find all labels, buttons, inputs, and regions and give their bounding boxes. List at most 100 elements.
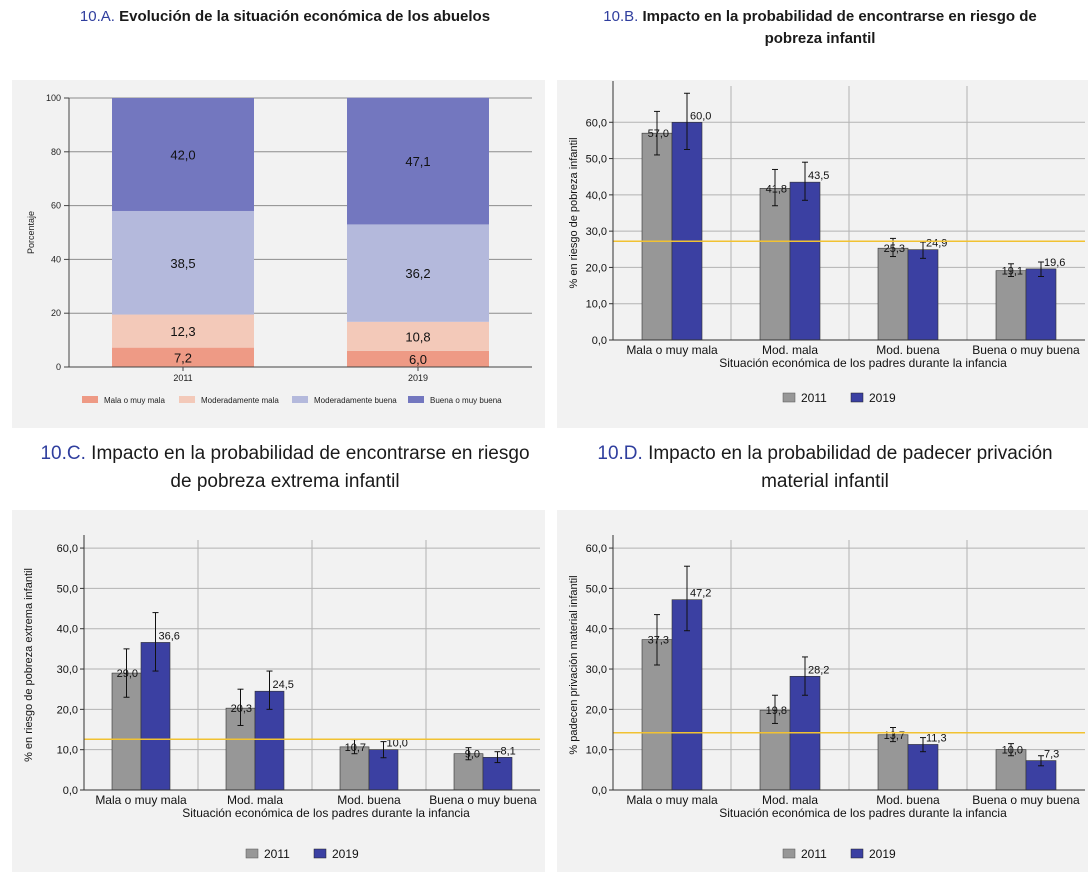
stack-segment: [347, 350, 489, 367]
y-tick-label: 20: [51, 308, 61, 318]
chart-d: 0,0 10,0 20,0 30,0 40,0 50,0 60,0 37,3 47,2 Mala …: [557, 510, 1088, 872]
panel-b-title: 10.B. Impacto en la probabilidad de enco…: [580, 6, 1060, 50]
stack-segment: [347, 321, 489, 351]
chart-a: 0 20 40 60 80 100 Porcentaje 7,2 12,3 38,5 42,0 201…: [12, 80, 545, 428]
panel-d-title: 10.D. Impacto en la probabilidad de pade…: [585, 440, 1065, 495]
y-tick-label: 10,0: [586, 299, 607, 311]
data-label: 19,8: [766, 705, 787, 717]
y-tick-label: 60,0: [586, 117, 607, 129]
x-tick-label: 2011: [173, 373, 192, 383]
chart-d-svg: 0,0 10,0 20,0 30,0 40,0 50,0 60,0 37,3 47,2 Mala …: [557, 510, 1088, 872]
data-label: 19,1: [1002, 266, 1023, 278]
legend-label: Mala o muy mala: [104, 396, 165, 405]
bar-2011: [877, 734, 909, 791]
chart-a-svg: 0 20 40 60 80 100 Porcentaje 7,2 12,3 38,5 42,0 201…: [12, 80, 545, 428]
bar-2011: [995, 270, 1027, 341]
panel-a-code: 10.A.: [79, 8, 115, 25]
x-axis-label: Situación económica de los padres durant…: [182, 806, 470, 820]
chart-b: 0,0 10,0 20,0 30,0 40,0 50,0 60,0 57,0 60,0 Mala …: [557, 80, 1088, 428]
data-label: 10,0: [387, 738, 408, 750]
data-label: 11,3: [926, 732, 947, 744]
y-axis-label: % en riesgo de pobreza infantil: [568, 137, 580, 288]
legend-label: 2011: [801, 391, 827, 405]
legend-swatch: [850, 392, 864, 403]
x-tick-label: Mod. mala: [762, 793, 818, 807]
legend-label: 2019: [869, 847, 896, 861]
data-label: 20,3: [231, 703, 252, 715]
data-label: 36,2: [405, 266, 430, 281]
y-tick-label: 0,0: [592, 785, 607, 797]
data-label: 43,5: [808, 170, 829, 182]
y-tick-label: 0,0: [592, 335, 607, 347]
data-label: 7,2: [174, 350, 192, 365]
data-label: 19,6: [1044, 257, 1065, 269]
bar-2011: [641, 132, 673, 341]
data-label: 38,5: [170, 256, 195, 271]
x-axis-label: Situación económica de los padres durant…: [719, 806, 1007, 820]
legend-label: Moderadamente mala: [201, 396, 279, 405]
stack-segment: [347, 97, 489, 225]
legend-swatch: [179, 396, 195, 403]
legend-label: Buena o muy buena: [430, 396, 502, 405]
y-tick-label: 30,0: [57, 664, 78, 676]
y-tick-label: 30,0: [586, 226, 607, 238]
panel-c-title-text: Impacto en la probabilidad de encontrars…: [91, 443, 530, 492]
y-tick-label: 40,0: [57, 624, 78, 636]
y-tick-label: 40,0: [586, 624, 607, 636]
data-label: 36,6: [159, 630, 180, 642]
x-tick-label: Mod. mala: [762, 343, 818, 357]
x-tick-label: 2019: [408, 373, 428, 383]
chart-b-background: [557, 80, 1088, 428]
x-tick-label: Mala o muy mala: [95, 793, 187, 807]
legend-swatch: [292, 396, 308, 403]
y-tick-label: 20,0: [586, 262, 607, 274]
y-tick-label: 10,0: [586, 745, 607, 757]
data-label: 12,3: [170, 324, 195, 339]
legend-label: 2011: [264, 847, 290, 861]
y-tick-label: 20,0: [57, 704, 78, 716]
x-tick-label: Mala o muy mala: [626, 343, 718, 357]
legend-swatch: [245, 848, 259, 859]
y-tick-label: 30,0: [586, 664, 607, 676]
chart-c-svg: 0,0 10,0 20,0 30,0 40,0 50,0 60,0 29,0 36,6 Mala …: [12, 510, 545, 872]
legend-swatch: [782, 848, 796, 859]
y-tick-label: 10,0: [57, 745, 78, 757]
y-tick-label: 100: [46, 93, 61, 103]
stack-segment: [347, 224, 489, 322]
y-tick-label: 80: [51, 147, 61, 157]
bar-2019: [671, 121, 703, 341]
y-tick-label: 0,0: [63, 785, 78, 797]
x-tick-label: Buena o muy buena: [972, 343, 1080, 357]
x-axis-label: Situación económica de los padres durant…: [719, 356, 1007, 370]
data-label: 10,8: [405, 329, 430, 344]
x-tick-label: Mod. mala: [227, 793, 283, 807]
data-label: 25,3: [884, 243, 905, 255]
bar-2011: [759, 188, 791, 341]
data-label: 6,0: [409, 352, 427, 367]
panel-a-title: 10.A. Evolución de la situación económic…: [40, 6, 530, 28]
legend-swatch: [313, 848, 327, 859]
y-tick-label: 0: [56, 362, 61, 372]
data-label: 28,2: [808, 664, 829, 676]
y-axis-label: % padecen privación material infantil: [568, 575, 580, 754]
y-tick-label: 60,0: [57, 543, 78, 555]
legend-swatch: [850, 848, 864, 859]
data-label: 47,1: [405, 154, 430, 169]
x-tick-label: Mod. buena: [876, 793, 940, 807]
panel-b-title-text: Impacto en la probabilidad de encontrars…: [642, 8, 1037, 47]
y-tick-label: 20,0: [586, 704, 607, 716]
legend-swatch: [782, 392, 796, 403]
stack-segment: [112, 314, 254, 348]
stack-segment: [112, 98, 254, 211]
stack-segment: [112, 347, 254, 367]
x-tick-label: Mod. buena: [876, 343, 940, 357]
data-label: 10,0: [1002, 745, 1023, 757]
data-label: 8,1: [501, 745, 516, 757]
chart-c: 0,0 10,0 20,0 30,0 40,0 50,0 60,0 29,0 36,6 Mala …: [12, 510, 545, 872]
data-label: 57,0: [648, 128, 669, 140]
chart-b-svg: 0,0 10,0 20,0 30,0 40,0 50,0 60,0 57,0 60,0 Mala …: [557, 80, 1088, 428]
panel-a-title-text: Evolución de la situación económica de l…: [119, 8, 491, 25]
bar-2019: [1025, 268, 1057, 341]
legend-swatch: [82, 396, 98, 403]
x-tick-label: Mala o muy mala: [626, 793, 718, 807]
